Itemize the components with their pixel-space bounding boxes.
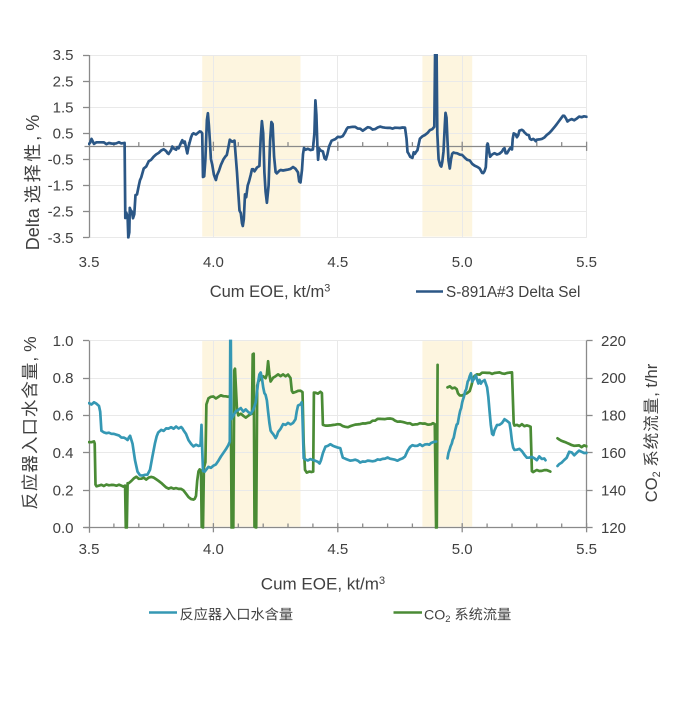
svg-text:, %: , % xyxy=(23,115,43,141)
svg-text:Cum EOE, kt/m: Cum EOE, kt/m xyxy=(210,283,325,301)
svg-text:3.5: 3.5 xyxy=(53,47,74,64)
svg-text:0.0: 0.0 xyxy=(53,520,74,537)
svg-text:S-891A#3 Delta Sel: S-891A#3 Delta Sel xyxy=(446,284,580,301)
svg-text:, t/hr: , t/hr xyxy=(643,363,661,397)
svg-text:140: 140 xyxy=(601,483,626,500)
svg-text:-1.5: -1.5 xyxy=(48,178,74,195)
svg-text:220: 220 xyxy=(601,333,626,350)
svg-text:1.5: 1.5 xyxy=(53,99,74,116)
svg-text:120: 120 xyxy=(601,520,626,537)
svg-text:2.5: 2.5 xyxy=(53,73,74,90)
svg-text:0.5: 0.5 xyxy=(53,126,74,143)
svg-text:0.4: 0.4 xyxy=(53,445,74,462)
svg-text:1.0: 1.0 xyxy=(53,333,74,350)
svg-text:4.5: 4.5 xyxy=(327,254,348,271)
svg-text:3.5: 3.5 xyxy=(79,541,100,558)
svg-text:3: 3 xyxy=(379,575,385,587)
svg-text:Cum EOE, kt/m: Cum EOE, kt/m xyxy=(261,575,379,594)
svg-text:Delta: Delta xyxy=(23,207,43,250)
svg-text:CO: CO xyxy=(643,477,661,502)
svg-text:2: 2 xyxy=(445,614,450,624)
svg-text:2: 2 xyxy=(651,471,663,477)
svg-text:-0.5: -0.5 xyxy=(48,152,74,169)
svg-text:4.0: 4.0 xyxy=(203,254,224,271)
svg-text:-2.5: -2.5 xyxy=(48,204,74,221)
svg-text:5.5: 5.5 xyxy=(576,254,597,271)
svg-text:3.5: 3.5 xyxy=(79,254,100,271)
svg-text:200: 200 xyxy=(601,370,626,387)
svg-text:0.8: 0.8 xyxy=(53,370,74,387)
svg-text:5.0: 5.0 xyxy=(452,254,473,271)
svg-text:3: 3 xyxy=(324,283,330,295)
svg-text:5.0: 5.0 xyxy=(452,541,473,558)
svg-text:-3.5: -3.5 xyxy=(48,230,74,247)
svg-text:4.0: 4.0 xyxy=(203,541,224,558)
svg-text:180: 180 xyxy=(601,408,626,425)
svg-text:0.2: 0.2 xyxy=(53,483,74,500)
svg-text:4.5: 4.5 xyxy=(327,541,348,558)
svg-text:, %: , % xyxy=(20,336,40,361)
svg-text:5.5: 5.5 xyxy=(576,541,597,558)
svg-text:0.6: 0.6 xyxy=(53,408,74,425)
svg-text:160: 160 xyxy=(601,445,626,462)
svg-text:CO: CO xyxy=(424,607,445,623)
